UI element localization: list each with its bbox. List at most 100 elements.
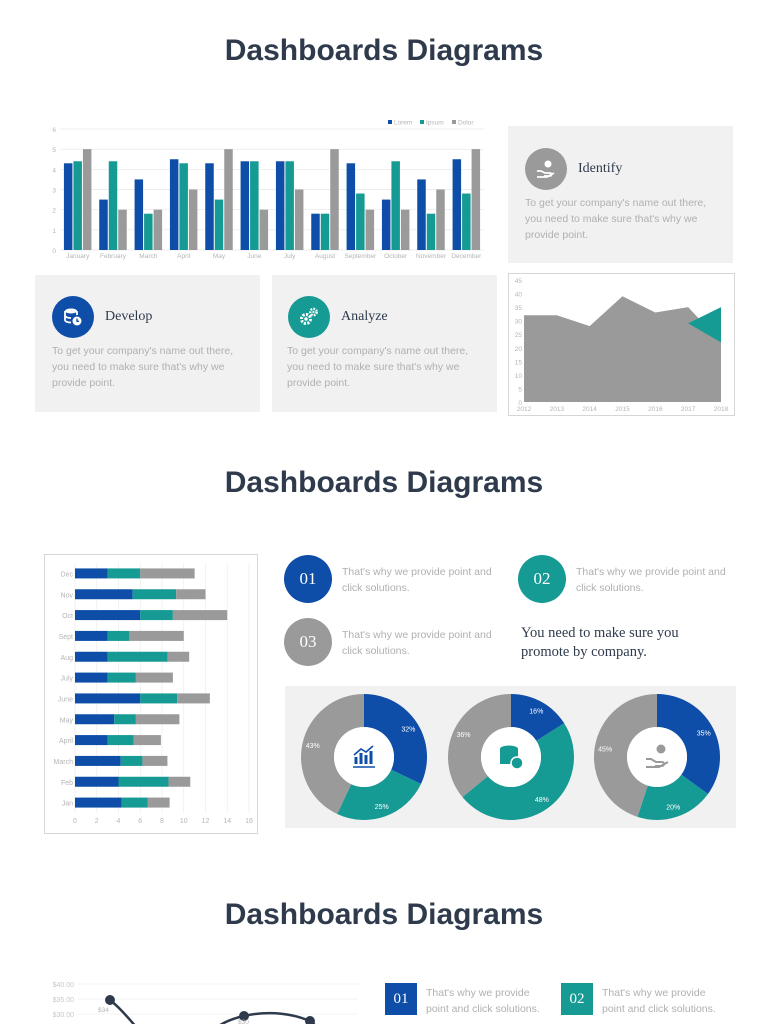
donut-slice (637, 774, 708, 820)
monthly-stacked-bar-chart: 0 2 4 6 8 10 12 14 16 Dec Nov Oct Sept Aug July June May… (54, 563, 253, 825)
y-tick-label: 6 (52, 127, 56, 134)
y-tick-label: 1 (52, 228, 56, 235)
stacked-bar-segment (75, 797, 122, 808)
y-tick-label: March (54, 759, 74, 766)
stacked-bar-segment (167, 651, 190, 662)
bar-lorem (240, 161, 250, 250)
bar-ipsum (426, 213, 436, 250)
icon-coin (656, 744, 666, 754)
stacked-bar-segment (172, 610, 228, 621)
line-point (305, 1016, 315, 1024)
card-develop: Develop To get your company's name out t… (35, 275, 260, 412)
bar-lorem (99, 199, 108, 250)
stacked-bar-segment (107, 651, 168, 662)
hand-coin-icon (525, 148, 567, 190)
donut-label: 48% (535, 797, 549, 804)
x-tick-label: November (416, 253, 447, 260)
y-tick-label: 30 (515, 319, 523, 326)
y-tick-label: Oct (62, 613, 73, 620)
stacked-bar-segment (107, 672, 136, 683)
y-tick-label: 45 (515, 278, 523, 285)
bar-lorem (134, 179, 144, 250)
donut-hole (627, 727, 687, 787)
number-text-02: That's why we provide point and click so… (576, 566, 726, 594)
legend-swatch (388, 120, 392, 124)
chart-growth-icon (353, 745, 375, 768)
bar-ipsum (108, 161, 118, 250)
bar-ipsum (144, 213, 153, 250)
x-tick-label: 2012 (517, 406, 532, 413)
stacked-bar-segment (75, 672, 108, 683)
bar-lorem (169, 159, 179, 250)
legend-swatch (452, 120, 456, 124)
bar-ipsum (391, 161, 400, 250)
stacked-bar-segment (168, 776, 191, 787)
y-tick-label: Nov (61, 592, 74, 599)
stacked-bar-segment (121, 797, 148, 808)
stacked-bar-segment (140, 568, 195, 579)
stacked-bar-segment (75, 630, 108, 641)
data-label: $30 (238, 1019, 249, 1024)
stacked-bar-segment (107, 735, 134, 746)
stacked-bar-segment (75, 755, 121, 766)
bar-ipsum (356, 193, 365, 250)
card-analyze-title: Analyze (341, 309, 388, 324)
line-series (109, 999, 316, 1024)
y-tick-label: 0 (518, 400, 522, 407)
x-tick-label: January (66, 253, 90, 260)
x-tick-label: 6 (138, 818, 142, 825)
section-title-1: Dashboards Diagrams (224, 34, 544, 67)
card-analyze: Analyze To get your company's name out t… (272, 275, 497, 412)
card-develop-body: To get your company's name out there, yo… (52, 345, 234, 389)
bar-ipsum (250, 161, 259, 250)
bar-dolor (188, 189, 198, 250)
promo-quote: You need to make sure you promote by com… (521, 625, 679, 660)
gears-icon (288, 296, 330, 338)
line-point (105, 995, 115, 1005)
square-text-02: That's why we provide point and click so… (602, 987, 716, 1015)
x-tick-label: 8 (160, 818, 164, 825)
database-clock-icon (500, 745, 524, 770)
x-tick-label: May (213, 253, 226, 260)
stacked-bar-segment (75, 610, 141, 621)
y-tick-label: Dec (61, 571, 74, 578)
y-tick-label: $30.00 (53, 1012, 75, 1019)
price-line-chart: $40.00 $35.00 $30.00 $34 $30 (53, 982, 358, 1024)
stacked-bar-segment (107, 630, 130, 641)
bar-ipsum (179, 163, 188, 250)
square-text-01: That's why we provide point and click so… (426, 987, 540, 1015)
y-tick-label: 15 (515, 359, 523, 366)
stacked-bar-segment (135, 672, 173, 683)
card-identify-body: To get your company's name out there, yo… (525, 197, 707, 241)
y-tick-label: 35 (515, 305, 523, 312)
donut-label: 45% (598, 746, 612, 753)
number-badge-03: 03 (284, 618, 332, 666)
bar-lorem (346, 163, 356, 250)
y-tick-label: $40.00 (53, 982, 75, 989)
monthly-bar-chart: 0 1 2 3 4 5 6 January February March April May June J… (52, 120, 484, 260)
legend-label: Ipsum (426, 120, 444, 127)
bar-dolor (365, 209, 375, 250)
icon-bar (354, 757, 358, 764)
donut-slice (364, 694, 427, 784)
stacked-bar-segment (107, 568, 141, 579)
x-tick-label: 2 (95, 818, 99, 825)
icon-hand-base (646, 761, 669, 768)
database-clock-icon (52, 296, 94, 338)
y-tick-label: July (61, 676, 74, 683)
x-tick-label: March (139, 253, 157, 260)
donut-panel: 32% 25% 43% 16% 48% 36% 35% 20% 45% (285, 686, 736, 828)
x-tick-label: December (451, 253, 482, 260)
area-chart-panel: 0 5 10 15 20 25 30 35 40 45 2012 2013 2014 2015 2016 20… (508, 273, 735, 416)
donut-slice (337, 769, 422, 820)
donut-label: 35% (697, 731, 711, 738)
stacked-bar-segment (147, 797, 170, 808)
legend-swatch (420, 120, 424, 124)
card-develop-title: Develop (105, 309, 153, 324)
bar-ipsum (214, 199, 224, 250)
x-tick-label: October (384, 253, 408, 260)
section-title-2: Dashboards Diagrams (224, 466, 544, 499)
donut-slice (594, 694, 657, 817)
stacked-bar-chart-panel: 0 2 4 6 8 10 12 14 16 Dec Nov Oct Sept Aug July June May… (44, 554, 258, 834)
y-tick-label: Jan (62, 801, 73, 808)
